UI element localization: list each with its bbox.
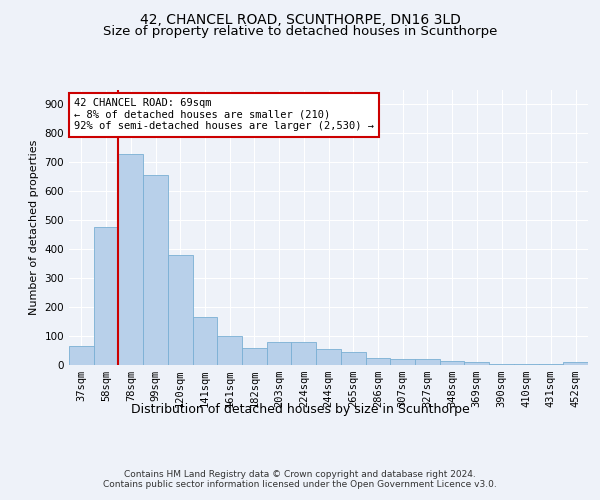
Y-axis label: Number of detached properties: Number of detached properties	[29, 140, 39, 315]
Bar	[168, 255, 193, 365]
Bar	[464, 362, 489, 365]
Bar	[143, 176, 168, 365]
Bar	[316, 349, 341, 365]
Bar	[489, 364, 514, 365]
Bar	[539, 364, 563, 365]
Text: Size of property relative to detached houses in Scunthorpe: Size of property relative to detached ho…	[103, 25, 497, 38]
Text: 42 CHANCEL ROAD: 69sqm
← 8% of detached houses are smaller (210)
92% of semi-det: 42 CHANCEL ROAD: 69sqm ← 8% of detached …	[74, 98, 374, 132]
Bar	[242, 348, 267, 365]
Bar	[341, 352, 365, 365]
Bar	[193, 317, 217, 365]
Text: Distribution of detached houses by size in Scunthorpe: Distribution of detached houses by size …	[131, 402, 469, 415]
Bar	[415, 359, 440, 365]
Bar	[365, 358, 390, 365]
Bar	[390, 359, 415, 365]
Text: 42, CHANCEL ROAD, SCUNTHORPE, DN16 3LD: 42, CHANCEL ROAD, SCUNTHORPE, DN16 3LD	[140, 12, 460, 26]
Bar	[94, 228, 118, 365]
Bar	[514, 364, 539, 365]
Bar	[267, 342, 292, 365]
Bar	[217, 336, 242, 365]
Bar	[118, 154, 143, 365]
Bar	[440, 360, 464, 365]
Bar	[292, 342, 316, 365]
Bar	[69, 346, 94, 365]
Bar	[563, 362, 588, 365]
Text: Contains HM Land Registry data © Crown copyright and database right 2024.
Contai: Contains HM Land Registry data © Crown c…	[103, 470, 497, 490]
